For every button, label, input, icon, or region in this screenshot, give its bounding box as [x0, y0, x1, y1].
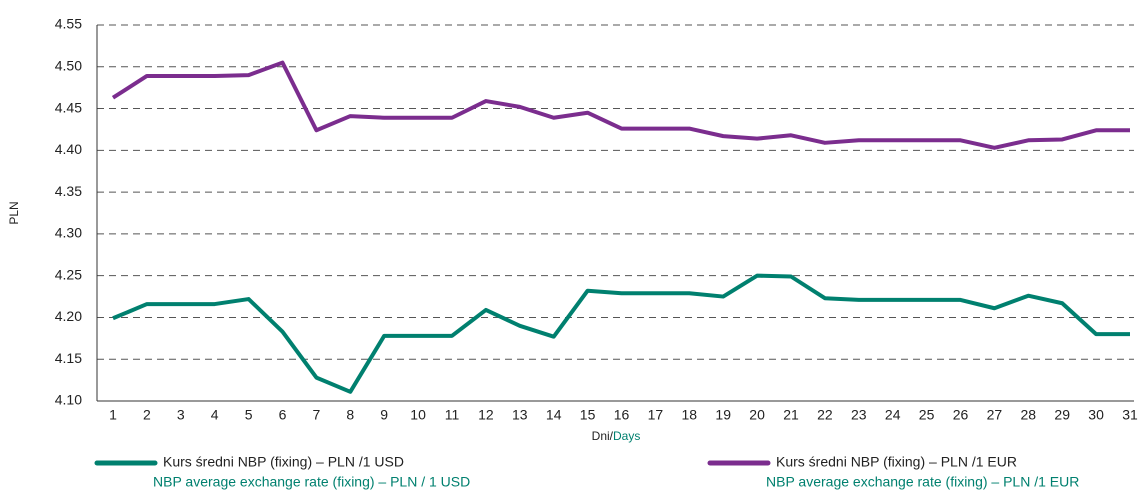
x-tick-label: 8 — [346, 407, 354, 423]
x-tick-label: 30 — [1088, 407, 1104, 423]
legend-label: Kurs średni NBP (fixing) – PLN /1 USD — [163, 454, 404, 470]
x-tick-label: 14 — [546, 407, 562, 423]
series-line — [112, 273, 1130, 394]
legend-label: Kurs średni NBP (fixing) – PLN /1 EUR — [776, 454, 1017, 470]
x-tick-label: 23 — [851, 407, 867, 423]
series-line — [111, 60, 1130, 150]
x-tick-label: 25 — [919, 407, 935, 423]
y-tick-label: 4.10 — [55, 392, 82, 408]
x-tick-label: 1 — [109, 407, 117, 423]
x-tick-label: 10 — [410, 407, 426, 423]
x-tick-label: 6 — [279, 407, 287, 423]
x-tick-label: 16 — [614, 407, 630, 423]
x-tick-label: 19 — [715, 407, 731, 423]
y-tick-label: 4.45 — [55, 99, 82, 115]
x-tick-label: 27 — [987, 407, 1003, 423]
x-tick-label: 11 — [445, 407, 460, 423]
y-tick-label: 4.30 — [55, 225, 82, 241]
y-axis-label: PLN — [7, 201, 21, 224]
x-tick-label: 22 — [817, 407, 833, 423]
x-axis-label: Days — [613, 429, 640, 443]
x-tick-label: 31 — [1122, 407, 1138, 423]
y-tick-label: 4.25 — [55, 266, 82, 282]
x-tick-label: 20 — [749, 407, 765, 423]
x-tick-label: 13 — [512, 407, 528, 423]
x-tick-label: 4 — [211, 407, 219, 423]
x-tick-label: 24 — [885, 407, 901, 423]
x-axis-label: Dni/ — [592, 429, 614, 443]
x-tick-label: 2 — [143, 407, 151, 423]
x-tick-label: 21 — [783, 407, 799, 423]
x-tick-label: 26 — [953, 407, 969, 423]
x-tick-label: 17 — [648, 407, 664, 423]
x-tick-label: 18 — [682, 407, 698, 423]
x-tick-label: 12 — [478, 407, 494, 423]
x-tick-label: 29 — [1054, 407, 1070, 423]
x-tick-label: 7 — [313, 407, 321, 423]
y-tick-label: 4.15 — [55, 350, 82, 366]
legend-label-en: NBP average exchange rate (fixing) – PLN… — [153, 474, 470, 490]
y-tick-label: 4.50 — [55, 57, 82, 73]
x-tick-label: 3 — [177, 407, 185, 423]
y-tick-label: 4.40 — [55, 141, 82, 157]
y-tick-label: 4.35 — [55, 183, 82, 199]
legend-label-en: NBP average exchange rate (fixing) – PLN… — [766, 474, 1079, 490]
x-tick-label: 15 — [580, 407, 596, 423]
x-tick-label: 9 — [380, 407, 388, 423]
y-tick-label: 4.55 — [55, 16, 82, 32]
x-tick-label: 5 — [245, 407, 253, 423]
x-tick-label: 28 — [1021, 407, 1037, 423]
y-tick-label: 4.20 — [55, 308, 82, 324]
